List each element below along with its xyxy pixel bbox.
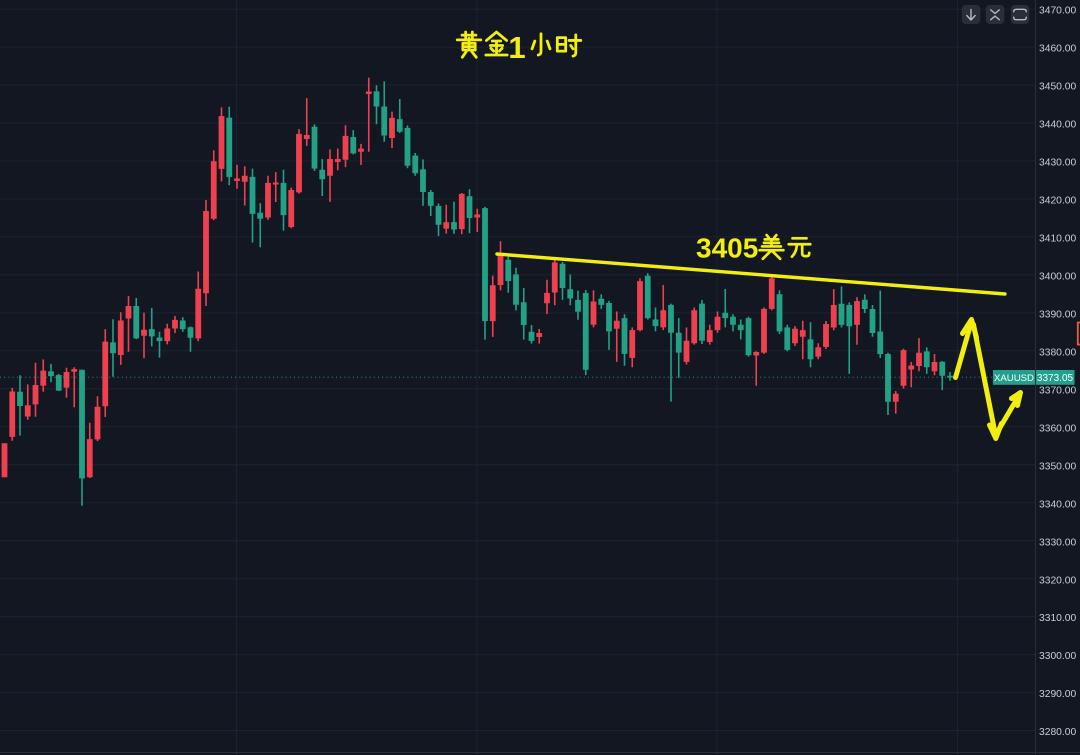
svg-text:3400.00: 3400.00 [1039, 272, 1076, 283]
svg-text:3350.00: 3350.00 [1039, 461, 1076, 472]
svg-text:3340.00: 3340.00 [1039, 499, 1076, 510]
svg-text:1: 1 [508, 30, 525, 65]
svg-text:3405: 3405 [696, 233, 758, 264]
svg-text:XAUUSD: XAUUSD [994, 373, 1034, 384]
svg-text:3320.00: 3320.00 [1039, 575, 1076, 586]
svg-text:3310.00: 3310.00 [1039, 613, 1076, 624]
svg-text:3373.05: 3373.05 [1037, 373, 1074, 384]
svg-text:3390.00: 3390.00 [1039, 310, 1076, 321]
svg-text:3290.00: 3290.00 [1039, 689, 1076, 700]
svg-text:3370.00: 3370.00 [1039, 385, 1076, 396]
svg-text:3460.00: 3460.00 [1039, 44, 1076, 55]
svg-text:3430.00: 3430.00 [1039, 158, 1076, 169]
svg-text:3420.00: 3420.00 [1039, 196, 1076, 207]
svg-text:3330.00: 3330.00 [1039, 537, 1076, 548]
svg-text:3440.00: 3440.00 [1039, 120, 1076, 131]
svg-text:3380.00: 3380.00 [1039, 347, 1076, 358]
svg-text:3470.00: 3470.00 [1039, 6, 1076, 17]
svg-text:3360.00: 3360.00 [1039, 423, 1076, 434]
svg-text:3280.00: 3280.00 [1039, 727, 1076, 738]
svg-text:3450.00: 3450.00 [1039, 82, 1076, 93]
svg-text:3300.00: 3300.00 [1039, 651, 1076, 662]
svg-text:3410.00: 3410.00 [1039, 234, 1076, 245]
